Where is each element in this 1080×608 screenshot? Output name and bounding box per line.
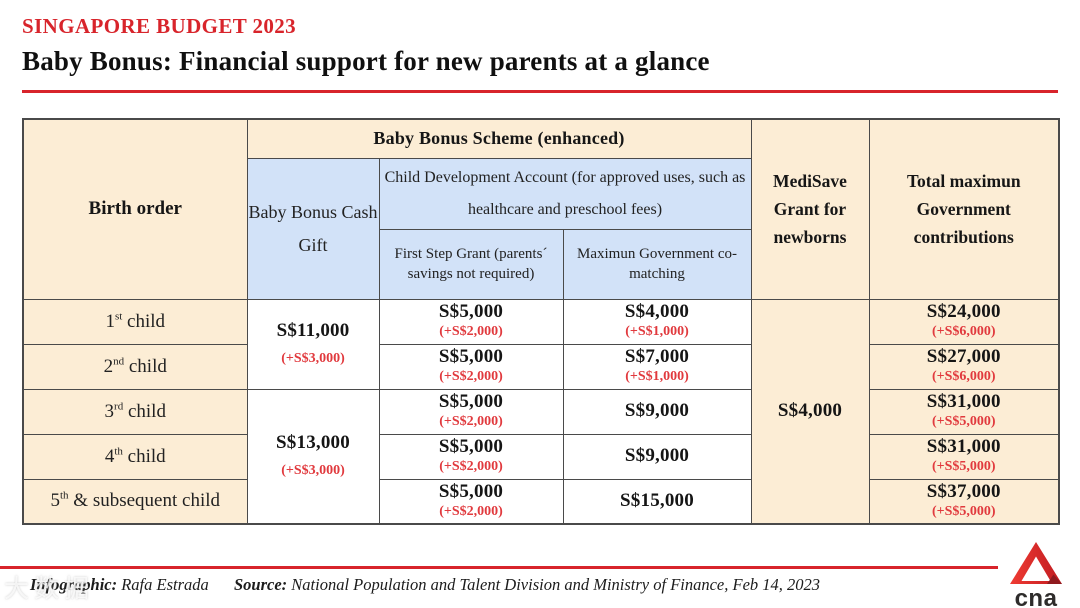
first-step-row-1: S$5,000 (+S$2,000) [378, 298, 564, 345]
total-row-1: S$24,000 (+S$6,000) [868, 298, 1060, 345]
cash-gift-rows-1-2: S$11,000 (+S$3,000) [246, 298, 380, 390]
source-label: Source: [234, 575, 288, 594]
row-label-1st-child: 1st child [22, 298, 248, 345]
table-row: 2nd child S$5,000 (+S$2,000) S$7,000 (+S$1… [22, 343, 1060, 390]
first-step-row-3: S$5,000 (+S$2,000) [378, 388, 564, 435]
co-matching-row-4: S$9,000 [562, 433, 752, 480]
row-label-2nd-child: 2nd child [22, 343, 248, 390]
first-step-row-2: S$5,000 (+S$2,000) [378, 343, 564, 390]
header-cda: Child Development Account (for approved … [378, 157, 752, 230]
row-label-4th-child: 4th child [22, 433, 248, 480]
header-total: Total maximun Government contributions [868, 118, 1060, 300]
row-label-5th-child: 5th & subsequent child [22, 478, 248, 525]
header-medisave: MediSave Grant for newborns [750, 118, 870, 300]
total-row-4: S$31,000 (+S$5,000) [868, 433, 1060, 480]
infographic-credit-label: Infographic: [30, 575, 118, 594]
source-credit: Source: National Population and Talent D… [234, 575, 820, 595]
source-value: National Population and Talent Division … [287, 575, 821, 594]
footer-rule [0, 566, 998, 569]
cash-gift-rows-3-5: S$13,000 (+S$3,000) [246, 388, 380, 525]
total-row-3: S$31,000 (+S$5,000) [868, 388, 1060, 435]
row-label-3rd-child: 3rd child [22, 388, 248, 435]
table-row: 1st child S$11,000 (+S$3,000) S$5,000 (+S$… [22, 298, 1060, 525]
total-row-2: S$27,000 (+S$6,000) [868, 343, 1060, 390]
header-scheme: Baby Bonus Scheme (enhanced) [246, 118, 752, 159]
co-matching-row-1: S$4,000 (+S$1,000) [562, 298, 752, 345]
medisave-value: S$4,000 [750, 298, 870, 525]
first-step-row-4: S$5,000 (+S$2,000) [378, 433, 564, 480]
first-step-row-5: S$5,000 (+S$2,000) [378, 478, 564, 525]
header-co-matching: Maximun Government co-matching [562, 228, 752, 300]
co-matching-row-5: S$15,000 [562, 478, 752, 525]
table-row: 5th & subsequent child S$5,000 (+S$2,000)… [22, 478, 1060, 525]
table-row: 3rd child S$13,000 (+S$3,000) S$5,000 (+S$… [22, 388, 1060, 525]
infographic-credit-value: Rafa Estrada [117, 575, 209, 594]
header-birth-order: Birth order [22, 118, 248, 300]
page-title: Baby Bonus: Financial support for new pa… [22, 46, 710, 76]
cna-wordmark: cna [1014, 585, 1058, 608]
infographic-credit: Infographic: Rafa Estrada [30, 575, 209, 595]
header-cash-gift: Baby Bonus Cash Gift [246, 157, 380, 300]
cna-triangle-icon [1010, 542, 1062, 584]
table-row: 4th child S$5,000 (+S$2,000) S$9,000 S$31… [22, 433, 1060, 480]
cna-logo: cna [1008, 541, 1064, 608]
co-matching-row-2: S$7,000 (+S$1,000) [562, 343, 752, 390]
kicker: SINGAPORE BUDGET 2023 [22, 14, 297, 38]
co-matching-row-3: S$9,000 [562, 388, 752, 435]
title-rule [22, 90, 1058, 93]
baby-bonus-table: Birth order Baby Bonus Scheme (enhanced)… [22, 118, 1060, 525]
header-first-step: First Step Grant (parents´ savings not r… [378, 228, 564, 300]
total-row-5: S$37,000 (+S$5,000) [868, 478, 1060, 525]
